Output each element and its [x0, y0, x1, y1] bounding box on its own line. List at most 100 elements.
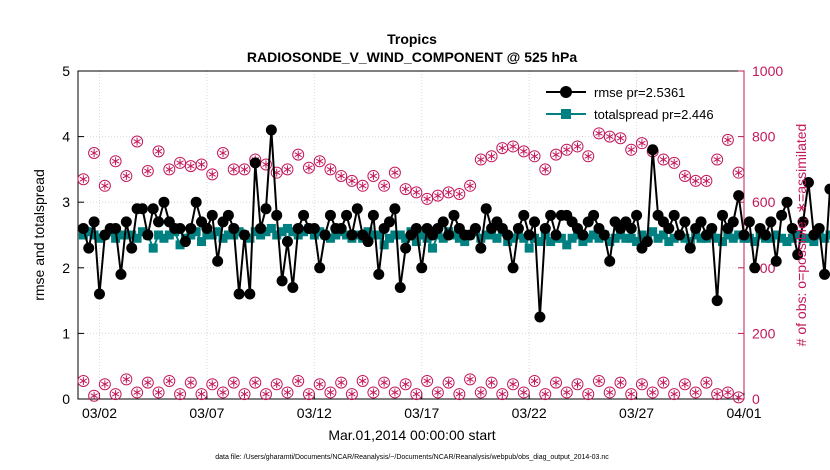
x-tick-label: 03/12	[297, 405, 332, 421]
obs-count-point	[302, 388, 315, 401]
legend: rmse pr=2.5361 totalspread pr=2.446	[546, 85, 714, 122]
totalspread-point	[594, 233, 604, 243]
rmse-point	[797, 216, 809, 228]
obs-count-point	[281, 386, 294, 399]
obs-count-point	[174, 156, 187, 169]
obs-count-point	[421, 192, 434, 205]
totalspread-point	[820, 233, 830, 243]
obs-count-point	[668, 156, 681, 169]
obs-count-point	[539, 163, 552, 176]
obs-count-point	[388, 166, 401, 179]
rmse-point	[410, 222, 422, 234]
obs-count-point	[678, 169, 691, 182]
rmse-point	[292, 222, 304, 234]
totalspread-point	[621, 233, 631, 243]
obs-count-point	[453, 188, 466, 200]
obs-count-point	[238, 388, 251, 401]
x-axis-label: Mar.01,2014 00:00:00 start	[328, 427, 495, 443]
legend-totalspread-marker	[561, 109, 571, 119]
totalspread-point	[798, 233, 808, 243]
totalspread-point	[159, 233, 169, 243]
totalspread-point	[127, 230, 137, 240]
totalspread-point	[121, 230, 131, 240]
rmse-point	[717, 209, 729, 221]
rmse-point	[706, 222, 718, 234]
y-tick-label-left: 4	[62, 129, 70, 145]
totalspread-point	[390, 230, 400, 240]
rmse-point	[308, 222, 320, 234]
rmse-point	[625, 222, 637, 234]
rmse-point	[212, 255, 224, 267]
y-tick-label-right: 800	[752, 129, 776, 145]
x-tick-label: 03/17	[404, 405, 439, 421]
totalspread-point	[777, 233, 787, 243]
rmse-point	[819, 268, 830, 280]
totalspread-point	[637, 230, 647, 240]
obs-count-point	[614, 376, 627, 389]
y-tick-label-left: 5	[62, 63, 70, 79]
rmse-point	[384, 216, 396, 228]
rmse-point	[228, 222, 240, 234]
obs-count-point	[571, 378, 584, 391]
y-tick-label-left: 3	[62, 194, 70, 210]
rmse-point	[110, 222, 122, 234]
rmse-point	[179, 236, 191, 248]
totalspread-point	[744, 233, 754, 243]
obs-count-point	[421, 374, 434, 387]
obs-count-point	[582, 388, 595, 401]
obs-count-point	[292, 374, 305, 387]
obs-count-point	[560, 143, 573, 156]
totalspread-point	[519, 233, 529, 243]
obs-count-point	[528, 150, 541, 163]
obs-count-point	[689, 174, 702, 187]
totalspread-point	[191, 227, 201, 237]
legend-totalspread-label: totalspread pr=2.446	[594, 107, 714, 122]
obs-count-point	[227, 376, 240, 389]
totalspread-point	[691, 230, 701, 240]
obs-count-point	[227, 163, 240, 176]
rmse-point	[244, 288, 256, 300]
totalspread-point	[422, 233, 432, 243]
chart-subtitle: RADIOSONDE_V_WIND_COMPONENT @ 525 hPa	[247, 49, 577, 65]
rmse-point	[695, 216, 707, 228]
obs-count-point	[345, 174, 358, 187]
totalspread-point	[277, 227, 287, 237]
rmse-point	[480, 203, 492, 215]
totalspread-point	[385, 233, 395, 243]
obs-count-point	[217, 147, 230, 159]
rmse-point	[727, 216, 739, 228]
totalspread-point	[492, 233, 502, 243]
rmse-point	[136, 203, 148, 215]
totalspread-point	[793, 230, 803, 240]
obs-count-point	[496, 142, 509, 155]
totalspread-point	[454, 233, 464, 243]
obs-count-point	[625, 388, 638, 401]
rmse-point	[174, 222, 186, 234]
x-tick-label: 04/01	[726, 405, 761, 421]
totalspread-point	[401, 233, 411, 243]
rmse-point	[711, 295, 723, 307]
obs-count-point	[442, 376, 455, 389]
totalspread-point	[712, 233, 722, 243]
totalspread-point	[223, 230, 233, 240]
obs-count-point	[603, 130, 616, 143]
totalspread-point	[427, 243, 437, 253]
rmse-point	[115, 268, 127, 280]
rmse-point	[341, 209, 353, 221]
totalspread-point	[487, 230, 497, 240]
totalspread-point	[615, 230, 625, 240]
x-tick-label: 03/22	[512, 405, 547, 421]
y-tick-label-right: 1000	[752, 63, 783, 79]
obs-count-point	[131, 386, 144, 399]
totalspread-point	[476, 233, 486, 243]
obs-count-point	[367, 386, 380, 399]
obs-count-point	[539, 388, 552, 401]
obs-count-point	[646, 386, 659, 399]
totalspread-point	[148, 243, 158, 253]
obs-count-point	[88, 147, 101, 159]
obs-count-point	[324, 163, 337, 176]
rmse-point	[239, 229, 250, 241]
obs-count-point	[485, 376, 498, 389]
obs-count-point	[217, 386, 230, 399]
totalspread-point	[653, 233, 663, 243]
